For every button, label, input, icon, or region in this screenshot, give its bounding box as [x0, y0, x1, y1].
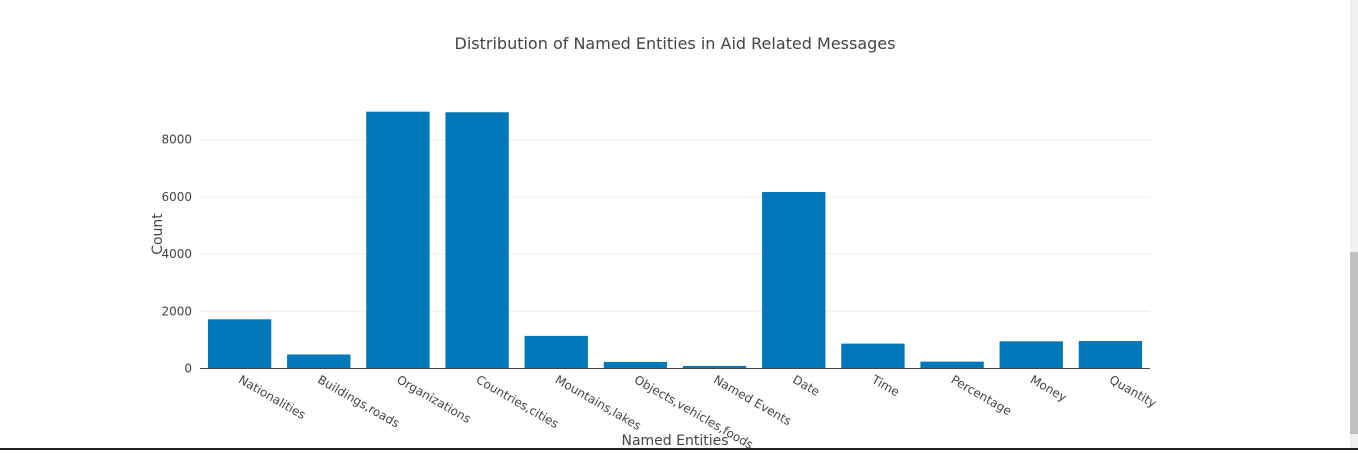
gridlines	[200, 139, 1150, 312]
y-tick-label: 6000	[161, 190, 192, 204]
y-tick-label: 0	[184, 362, 192, 376]
bar[interactable]	[1078, 341, 1143, 369]
x-tick-label: Quantity	[1107, 372, 1159, 410]
x-tick-label: Nationalities	[236, 372, 308, 422]
bar[interactable]	[366, 111, 430, 369]
y-tick-labels: 0 2000 4000 6000 8000	[161, 133, 192, 376]
bar[interactable]	[682, 365, 747, 369]
y-tick-label: 4000	[161, 247, 192, 261]
bar[interactable]	[445, 112, 509, 369]
bar[interactable]	[603, 361, 668, 369]
bar[interactable]	[287, 354, 351, 369]
x-tick-label: Date	[790, 372, 822, 398]
bars	[207, 111, 1143, 369]
y-tick-label: 8000	[161, 133, 192, 147]
bottom-border	[0, 448, 1358, 450]
x-tick-label: Organizations	[394, 372, 473, 426]
bar[interactable]	[762, 192, 826, 369]
x-tick-label: Buildings,roads	[315, 372, 402, 430]
bar[interactable]	[999, 341, 1063, 369]
scrollbar-thumb[interactable]	[1350, 252, 1358, 434]
x-tick-label: Time	[869, 372, 902, 399]
x-tick-label: Money	[1028, 372, 1069, 404]
chart-title: Distribution of Named Entities in Aid Re…	[455, 34, 896, 53]
x-tick-label: Countries,cities	[474, 372, 562, 431]
x-axis-title: Named Entities	[621, 433, 728, 449]
x-tick-label: Named Events	[711, 372, 794, 428]
bar[interactable]	[920, 361, 984, 369]
y-axis-title: Count	[150, 213, 166, 255]
x-tick-label: Mountains,lakes	[553, 372, 644, 433]
y-tick-label: 2000	[161, 304, 192, 318]
bar[interactable]	[207, 319, 272, 369]
bar[interactable]	[841, 343, 905, 369]
x-tick-label: Percentage	[949, 372, 1014, 418]
scrollbar-track[interactable]	[1350, 0, 1358, 450]
bar[interactable]	[524, 335, 588, 369]
